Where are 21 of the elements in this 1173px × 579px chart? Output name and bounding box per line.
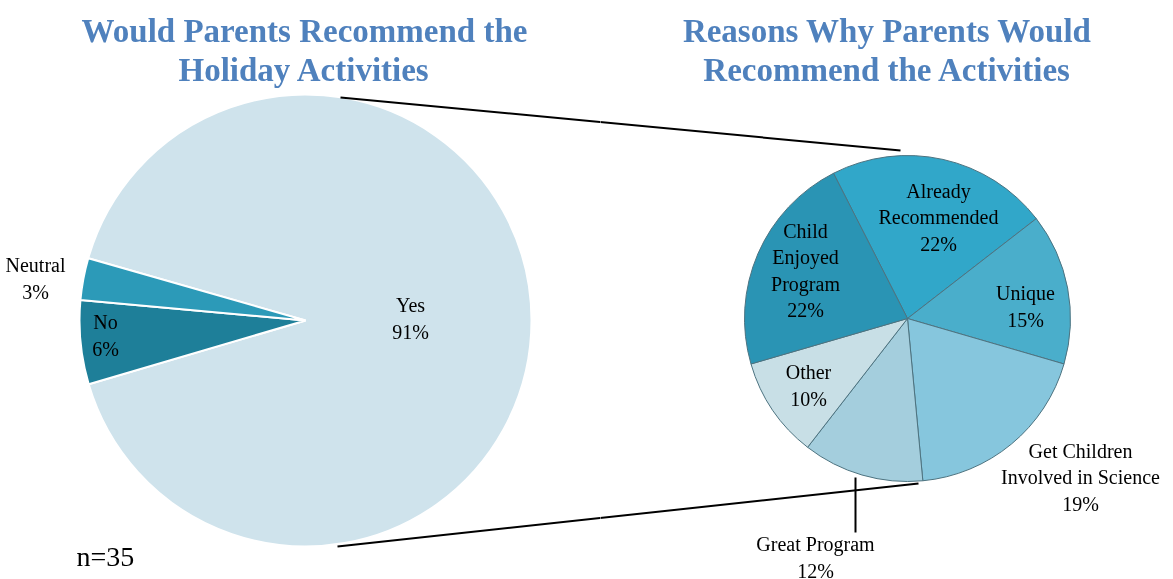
data-label: 12%	[797, 559, 834, 579]
text: n=35	[76, 541, 135, 572]
data-label: 3%	[22, 280, 49, 303]
data-label: 6%	[92, 337, 119, 360]
slice-label: Neutral	[5, 254, 66, 277]
chart-title: Would Parents Recommend the Holiday Activities	[81, 12, 528, 89]
slice-label: Already Recommended	[878, 180, 999, 229]
data-label: 10%	[790, 387, 827, 410]
data-label: 15%	[1007, 308, 1044, 331]
slice-label: Yes	[395, 294, 426, 317]
data-label: 22%	[787, 299, 824, 322]
slice-label: Unique	[996, 282, 1056, 306]
slice-label: Great Program	[756, 533, 876, 557]
slice-label: Child Enjoyed Program	[771, 219, 841, 296]
data-label: 22%	[920, 232, 957, 255]
chart-title: Reasons Why Parents Would Recommend the Activities	[682, 12, 1091, 89]
data-label: 19%	[1062, 492, 1099, 515]
slice-label: No	[93, 311, 118, 334]
slice-label: Other	[785, 361, 832, 384]
slice-label: Get Children Involved in Science	[1001, 440, 1161, 489]
data-label: 91%	[392, 320, 429, 343]
